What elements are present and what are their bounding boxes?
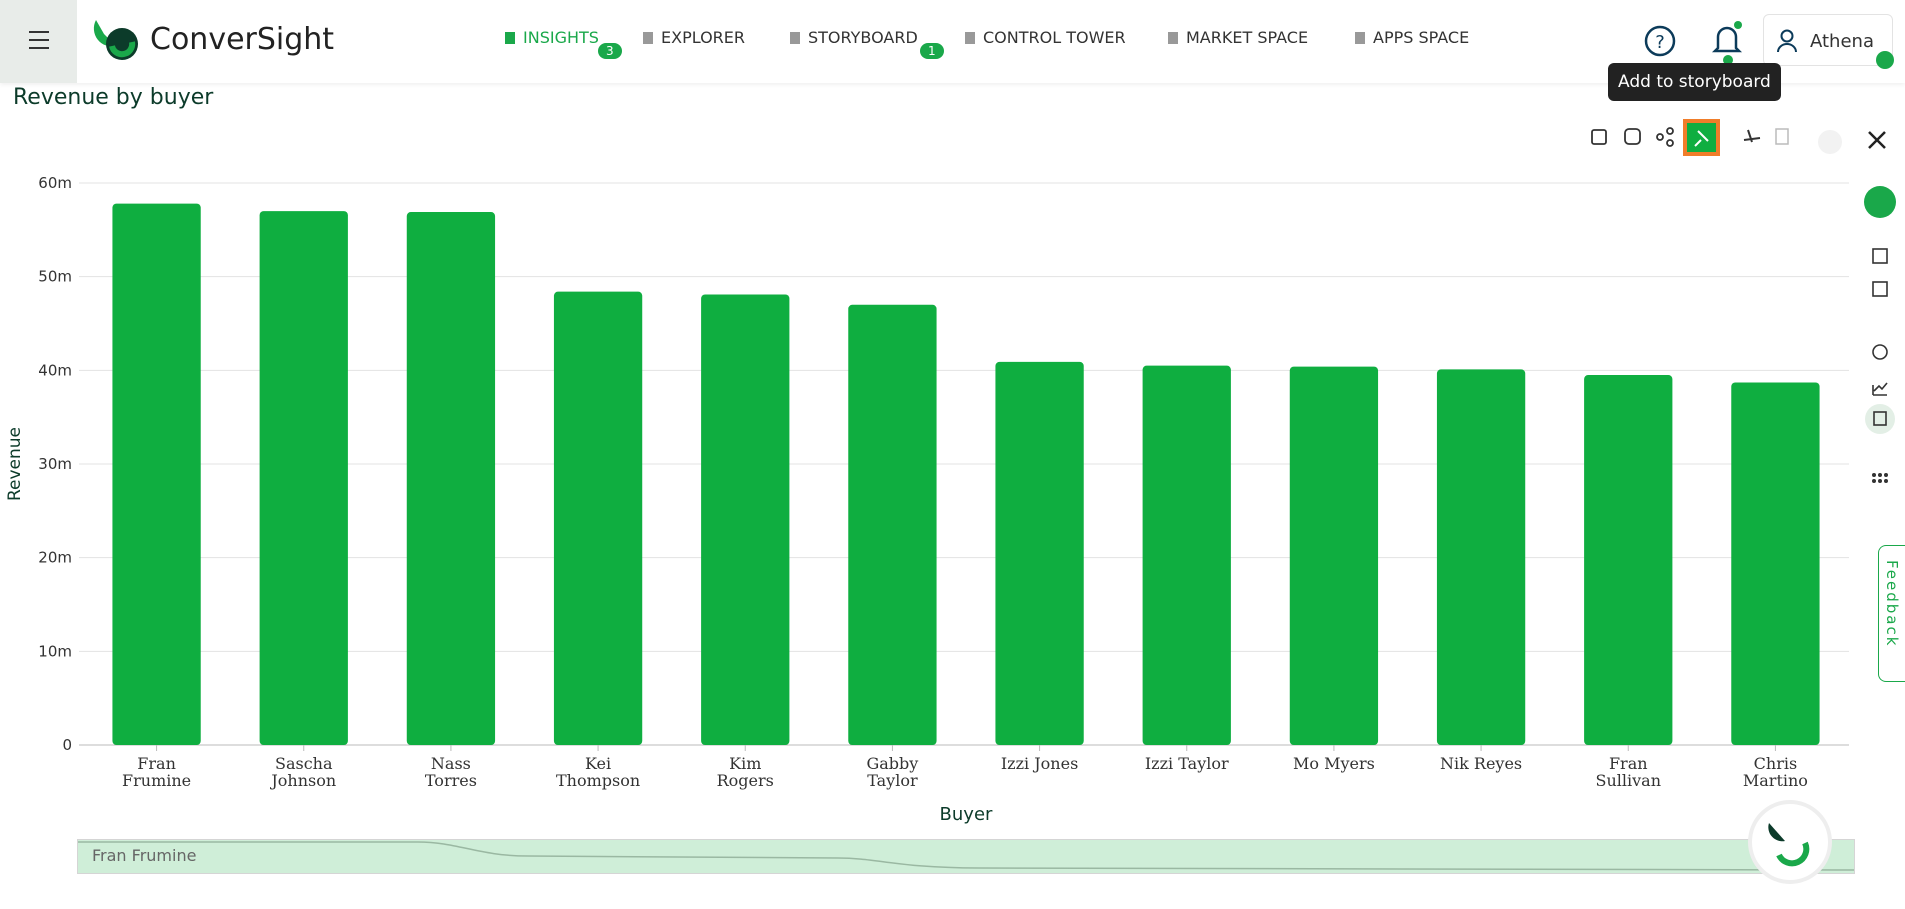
nav-badge: 1	[920, 43, 944, 59]
header: ConverSight INSIGHTS 3 EXPLORER STORYBOARD 1…	[0, 0, 1905, 83]
pin-inner	[1687, 123, 1716, 152]
user-menu[interactable]: Athena	[1763, 14, 1894, 69]
pin-icon	[1694, 130, 1709, 147]
tooltip: Add to storyboard	[1608, 63, 1781, 101]
x-tick-label: Nass Torres	[424, 754, 477, 790]
x-axis-label: Buyer	[940, 804, 993, 825]
bar	[1731, 382, 1820, 745]
user-dropdown[interactable]	[1876, 51, 1894, 69]
bar	[112, 203, 201, 745]
bar	[848, 304, 937, 745]
nav-item[interactable]: STORYBOARD 1	[790, 28, 944, 59]
slider-start-label: Fran Frumine	[92, 846, 197, 865]
doc-icon[interactable]	[1775, 128, 1789, 145]
nav-icon	[643, 32, 653, 44]
assistant-icon[interactable]	[1818, 130, 1842, 154]
nav-item[interactable]: MARKET SPACE	[1168, 28, 1308, 47]
line-icon[interactable]	[1872, 382, 1888, 396]
y-tick-label: 10m	[38, 642, 72, 660]
y-tick-label: 60m	[38, 174, 72, 192]
bar	[1436, 369, 1526, 745]
share-icon[interactable]	[1656, 127, 1674, 147]
x-tick-label: Sascha Johnson	[271, 754, 337, 790]
chart-toolbar	[1591, 119, 1886, 156]
nav-item[interactable]: EXPLORER	[643, 28, 745, 47]
nav-icon	[505, 32, 515, 44]
logo-text: ConverSight	[150, 22, 335, 57]
x-tick-label: Kei Thompson	[555, 754, 641, 790]
copy-icon[interactable]	[1591, 129, 1607, 145]
bar	[1289, 366, 1379, 745]
nav-item[interactable]: INSIGHTS 3	[505, 28, 622, 59]
nav-label: APPS SPACE	[1373, 28, 1470, 47]
y-tick-label: 30m	[38, 455, 72, 473]
nav-icon	[1355, 32, 1365, 44]
x-tick-label: Kim Rogers	[716, 754, 774, 790]
side-toolbar	[1864, 186, 1896, 483]
y-tick-label: 0	[62, 736, 72, 754]
user-name: Athena	[1810, 31, 1874, 52]
feedback-text: Feedback	[1883, 560, 1901, 648]
nav-label: CONTROL TOWER	[983, 28, 1126, 47]
nav-label: MARKET SPACE	[1186, 28, 1309, 47]
help-icon[interactable]: ?	[1643, 24, 1677, 58]
nav-icon	[790, 32, 800, 44]
close-icon[interactable]	[1868, 131, 1886, 149]
save-icon[interactable]	[1864, 186, 1896, 218]
nav-icon	[1168, 32, 1178, 44]
y-tick-label: 20m	[38, 549, 72, 567]
pivot-icon[interactable]	[1872, 281, 1888, 297]
table-icon[interactable]	[1872, 248, 1888, 264]
more-icon[interactable]	[1872, 473, 1888, 483]
y-axis-label: Revenue	[5, 427, 25, 501]
bar	[995, 361, 1084, 745]
x-tick-label: Nik Reyes	[1440, 754, 1523, 773]
bar	[259, 211, 348, 746]
bar-icon	[1873, 411, 1887, 426]
pdf-icon[interactable]	[1743, 129, 1761, 143]
pie-icon[interactable]	[1872, 344, 1888, 360]
menu-button[interactable]	[0, 0, 77, 83]
y-tick-label: 40m	[38, 361, 72, 379]
svg-text:?: ?	[1655, 32, 1665, 53]
x-tick-label: Fran Frumine	[122, 754, 192, 790]
bar	[1142, 365, 1231, 745]
y-tick-label: 50m	[38, 268, 72, 286]
x-tick-label: Chris Martino	[1742, 754, 1808, 790]
nav-badge: 3	[598, 43, 622, 59]
nav-item[interactable]: APPS SPACE	[1355, 28, 1469, 47]
chart-title: Revenue by buyer	[13, 85, 214, 110]
assistant-button[interactable]	[1745, 797, 1835, 887]
x-tick-label: Mo Myers	[1292, 754, 1375, 773]
logo-icon	[93, 20, 138, 60]
bar-icon-bg[interactable]	[1865, 404, 1895, 434]
notification-icon[interactable]	[1710, 20, 1744, 64]
nav-icon	[965, 32, 975, 44]
nav-item[interactable]: CONTROL TOWER	[965, 28, 1126, 47]
x-tick-label: Gabby Taylor	[866, 754, 919, 790]
range-slider[interactable]: Fran Frumine	[77, 839, 1855, 874]
bar	[701, 294, 790, 745]
x-tick-label: Izzi Taylor	[1144, 754, 1229, 773]
nav-label: INSIGHTS	[523, 28, 599, 47]
nav-label: STORYBOARD	[808, 28, 918, 47]
bar	[1584, 375, 1673, 745]
nav-label: EXPLORER	[661, 28, 745, 47]
x-tick-label: Fran Sullivan	[1595, 754, 1662, 790]
export-icon[interactable]	[1624, 128, 1641, 145]
feedback-tab[interactable]: Feedback	[1878, 545, 1905, 682]
bar	[553, 291, 643, 745]
x-tick-label: Izzi Jones	[1000, 754, 1079, 773]
bar	[406, 212, 496, 745]
